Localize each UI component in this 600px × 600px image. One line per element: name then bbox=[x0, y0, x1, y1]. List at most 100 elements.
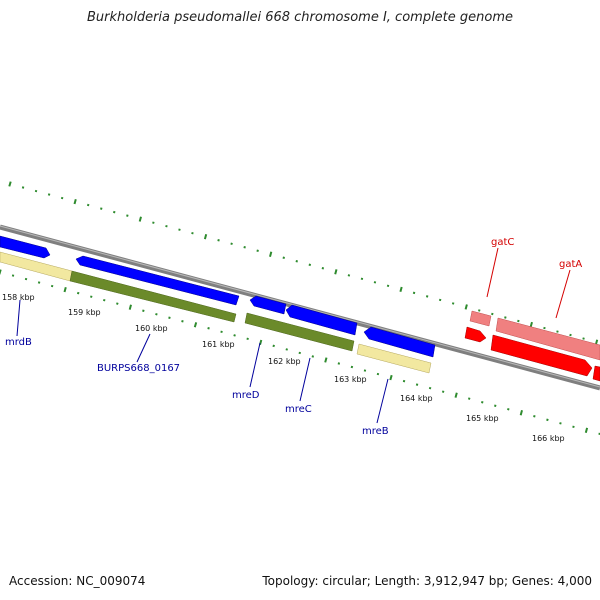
ruler-label: 159 kbp bbox=[68, 308, 101, 317]
ruler-tick bbox=[178, 228, 181, 231]
ruler-tick bbox=[285, 348, 288, 351]
ruler-tick bbox=[438, 298, 442, 302]
gene-bar-gatC[interactable] bbox=[469, 310, 492, 327]
ruler-tick bbox=[168, 316, 171, 319]
ruler-tick bbox=[386, 284, 390, 288]
ruler-tick bbox=[116, 302, 119, 305]
ruler-tick bbox=[360, 277, 364, 281]
ruler-tick bbox=[412, 291, 416, 295]
gene-bar-mrdB[interactable] bbox=[0, 251, 73, 282]
ruler-tick bbox=[282, 256, 285, 259]
ruler-tick bbox=[165, 224, 168, 228]
ruler-tick bbox=[47, 193, 51, 196]
gene-bar-mreB[interactable] bbox=[356, 343, 432, 374]
cds-arrow-BURPS668_0167[interactable] bbox=[75, 255, 240, 306]
gene-label-mrdB: mrdB bbox=[5, 337, 32, 348]
ruler-tick bbox=[481, 400, 484, 404]
ruler-tick bbox=[269, 251, 273, 257]
ruler-tick bbox=[402, 379, 406, 383]
gene-label-mreC: mreC bbox=[285, 404, 312, 415]
ruler-tick bbox=[594, 339, 599, 345]
ruler-tick bbox=[347, 274, 351, 277]
ruler-tick bbox=[507, 407, 510, 411]
gene-bar-BURPS668_0167[interactable] bbox=[69, 270, 237, 323]
ruler-tick bbox=[582, 337, 585, 340]
ruler-tick bbox=[308, 263, 312, 267]
ruler-tick bbox=[295, 260, 298, 263]
ruler-tick bbox=[389, 374, 393, 381]
gene-label-gatC: gatC bbox=[491, 237, 514, 248]
cds-arrow-gatA[interactable] bbox=[490, 334, 593, 377]
ruler-tick bbox=[399, 286, 403, 293]
ruler-tick bbox=[491, 312, 494, 316]
leader-mrdB bbox=[16, 299, 21, 337]
ruler-tick bbox=[454, 392, 458, 398]
ruler-tick bbox=[207, 327, 210, 330]
cds-arrow-gatC[interactable] bbox=[464, 326, 487, 343]
leader-gatC bbox=[486, 247, 499, 298]
ruler-label: 162 kbp bbox=[268, 357, 301, 366]
gene-label-mreD: mreD bbox=[232, 390, 260, 401]
ruler-tick bbox=[191, 231, 194, 235]
ruler-tick bbox=[50, 284, 54, 288]
ruler-tick bbox=[451, 302, 455, 305]
ruler-tick bbox=[504, 316, 507, 319]
ruler-tick bbox=[256, 249, 259, 252]
ruler-tick bbox=[155, 312, 158, 316]
cds-arrow-mreD[interactable] bbox=[249, 295, 287, 315]
leader-gatA bbox=[555, 269, 571, 319]
ruler-tick bbox=[230, 242, 233, 246]
ruler-tick bbox=[334, 269, 338, 275]
ruler-tick bbox=[298, 351, 301, 355]
cds-arrow-mreC[interactable] bbox=[285, 304, 358, 336]
ruler-tick bbox=[428, 386, 432, 390]
ruler-tick bbox=[60, 196, 64, 200]
ruler-tick bbox=[243, 246, 246, 249]
cds-arrow-next[interactable] bbox=[592, 365, 600, 382]
ruler-label: 160 kbp bbox=[135, 324, 168, 333]
leader-BURPS668_0167 bbox=[136, 333, 151, 363]
genome-summary-text: Topology: circular; Length: 3,912,947 bp… bbox=[262, 574, 592, 588]
ruler-tick bbox=[246, 337, 249, 341]
ruler-tick bbox=[543, 326, 546, 330]
ruler-tick bbox=[103, 298, 106, 302]
gene-bar-mreC-D[interactable] bbox=[244, 312, 355, 352]
ruler-tick bbox=[220, 330, 223, 334]
accession-text: Accession: NC_009074 bbox=[9, 574, 146, 588]
ruler-tick bbox=[350, 365, 354, 369]
ruler-tick bbox=[86, 203, 90, 207]
ruler-tick bbox=[128, 304, 132, 310]
ruler-label: 163 kbp bbox=[334, 375, 367, 384]
ruler-tick bbox=[441, 390, 445, 393]
ruler-tick bbox=[478, 309, 481, 312]
ruler-tick bbox=[193, 322, 198, 328]
ruler-tick bbox=[321, 267, 325, 270]
ruler-tick bbox=[203, 234, 208, 240]
ruler-label: 158 kbp bbox=[2, 293, 35, 302]
leader-mreB bbox=[376, 378, 389, 424]
ruler-tick bbox=[467, 397, 471, 400]
ruler-tick bbox=[11, 274, 15, 277]
ruler-tick bbox=[142, 309, 145, 312]
ruler-tick bbox=[569, 333, 572, 337]
ruler-tick bbox=[100, 207, 103, 210]
ruler-tick bbox=[272, 344, 275, 348]
cds-arrow-mreB[interactable] bbox=[363, 326, 436, 358]
ruler-tick bbox=[363, 369, 367, 372]
ruler-tick bbox=[233, 334, 236, 337]
ruler-tick bbox=[324, 357, 328, 363]
ruler-tick bbox=[90, 295, 93, 298]
genome-backbone-highlight bbox=[0, 225, 600, 388]
ruler-tick bbox=[217, 238, 220, 242]
ruler-tick bbox=[24, 277, 28, 281]
ruler-tick bbox=[63, 286, 67, 293]
ruler-tick bbox=[376, 372, 380, 376]
ruler-label: 161 kbp bbox=[202, 340, 235, 349]
ruler-tick bbox=[76, 291, 80, 295]
gene-bar-gatA[interactable] bbox=[495, 317, 600, 361]
ruler-tick bbox=[126, 214, 129, 217]
ruler-tick bbox=[0, 269, 2, 275]
ruler-tick bbox=[21, 186, 25, 189]
ruler-tick bbox=[559, 422, 562, 425]
cds-arrow-mrdB[interactable] bbox=[0, 235, 51, 259]
